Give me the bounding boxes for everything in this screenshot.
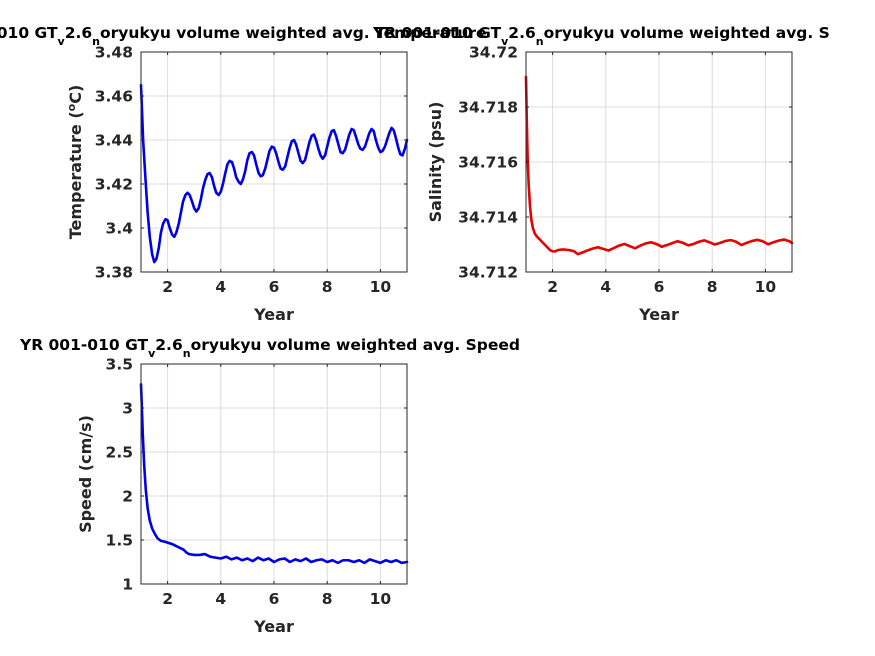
- temperature-series-line: [139, 83, 409, 264]
- temperature-y-tick-label: 3.44: [95, 132, 133, 150]
- speed-series-line: [139, 382, 409, 565]
- temperature-chart-title: YR 001-010 GTv2.6noryukyu volume weighte…: [0, 24, 487, 48]
- temperature-x-tick-label: 2: [162, 278, 173, 296]
- temperature-y-tick-label: 3.42: [95, 176, 133, 194]
- speed-x-tick-label: 8: [322, 590, 333, 608]
- salinity-x-tick-label: 10: [755, 278, 777, 296]
- salinity-x-tick-label: 4: [600, 278, 611, 296]
- speed-x-tick-label: 6: [269, 590, 280, 608]
- temperature-x-tick-label: 6: [269, 278, 280, 296]
- speed-chart-title: YR 001-010 GTv2.6noryukyu volume weighte…: [19, 336, 520, 360]
- temperature-x-axis-label: Year: [253, 305, 294, 324]
- speed-y-axis-label: Speed (cm/s): [76, 415, 95, 533]
- temperature-plot-area: 2 4 6 8 10 3.38 3.4 3.42 3.44 3.46 3.48: [95, 44, 409, 296]
- salinity-x-tick-label: 8: [707, 278, 718, 296]
- speed-y-tick-label: 1.5: [106, 532, 133, 550]
- salinity-plot-area: 2 4 6 8 10 34.712 34.714 34.716 34.718 34.72: [458, 44, 794, 296]
- speed-y-tick-label: 2.5: [106, 444, 133, 462]
- temperature-x-tick-label: 10: [370, 278, 392, 296]
- temperature-y-tick-label: 3.48: [95, 44, 133, 62]
- temperature-panel: 2 4 6 8 10 3.38 3.4 3.42 3.44 3.46 3.48 YR 001-010…: [0, 24, 487, 324]
- speed-plot-area: 2 4 6 8 10 1 1.5 2 2.5 3 3.5: [106, 356, 409, 608]
- temperature-y-tick-label: 3.46: [95, 88, 133, 106]
- speed-y-tick-label: 1: [122, 576, 133, 594]
- temperature-y-tick-label: 3.38: [95, 264, 133, 282]
- speed-panel: 2 4 6 8 10 1 1.5 2 2.5 3 3.5 YR 001-010 GTv2.6nory…: [19, 336, 520, 636]
- speed-x-tick-label: 4: [215, 590, 226, 608]
- salinity-x-tick-label: 2: [547, 278, 558, 296]
- salinity-series-line: [524, 75, 794, 256]
- salinity-chart-title: YR 001-010 GTv2.6noryukyu volume weighte…: [372, 24, 830, 48]
- salinity-panel: 2 4 6 8 10 34.712 34.714 34.716 34.718 34.72 YR 0…: [372, 24, 830, 324]
- temperature-y-tick-label: 3.4: [106, 220, 134, 238]
- salinity-y-tick-label: 34.712: [458, 264, 518, 282]
- speed-y-tick-label: 2: [122, 488, 133, 506]
- speed-y-tick-label: 3: [122, 400, 133, 418]
- speed-x-tick-label: 10: [370, 590, 392, 608]
- temperature-y-axis-label: Temperature (oC): [65, 85, 85, 240]
- speed-y-tick-label: 3.5: [106, 356, 133, 374]
- speed-x-axis-label: Year: [253, 617, 294, 636]
- salinity-y-tick-label: 34.72: [469, 44, 518, 62]
- salinity-y-tick-label: 34.714: [458, 209, 518, 227]
- temperature-x-tick-label: 8: [322, 278, 333, 296]
- salinity-x-axis-label: Year: [638, 305, 679, 324]
- temperature-x-tick-label: 4: [215, 278, 226, 296]
- salinity-x-tick-label: 6: [654, 278, 665, 296]
- salinity-y-axis-label: Salinity (psu): [426, 102, 445, 223]
- salinity-y-tick-label: 34.718: [458, 99, 518, 117]
- speed-x-tick-label: 2: [162, 590, 173, 608]
- salinity-y-tick-label: 34.716: [458, 154, 518, 172]
